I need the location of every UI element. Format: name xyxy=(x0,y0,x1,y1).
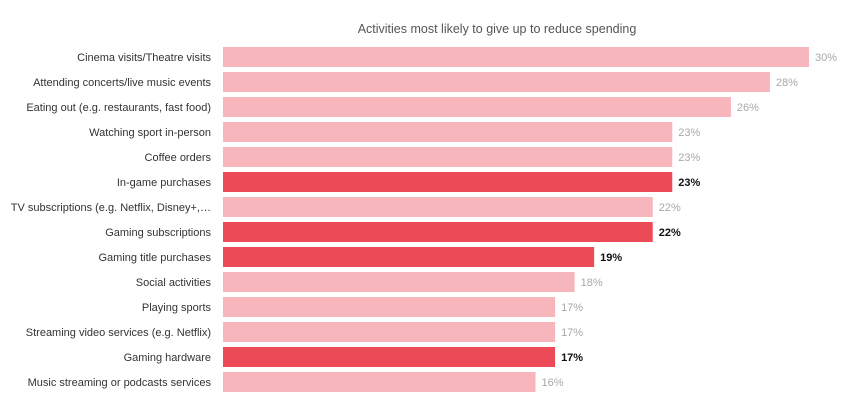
value-label: 16% xyxy=(542,377,564,389)
value-label: 28% xyxy=(776,77,798,89)
value-label: 18% xyxy=(581,277,603,289)
bar-highlighted xyxy=(223,347,556,367)
chart-title: Activities most likely to give up to red… xyxy=(358,22,637,36)
value-label: 22% xyxy=(659,202,681,214)
category-label: Eating out (e.g. restaurants, fast food) xyxy=(26,102,211,114)
value-label: 26% xyxy=(737,102,759,114)
bar-highlighted xyxy=(223,222,653,242)
category-label: Gaming hardware xyxy=(124,352,211,364)
bar xyxy=(223,272,575,292)
value-label: 17% xyxy=(561,302,583,314)
bar xyxy=(223,322,556,342)
value-label: 22% xyxy=(659,227,681,239)
category-label: Streaming video services (e.g. Netflix) xyxy=(26,327,211,339)
category-label: Social activities xyxy=(136,277,212,289)
category-label: Attending concerts/live music events xyxy=(33,77,211,89)
bar xyxy=(223,297,556,317)
bar-highlighted xyxy=(223,172,673,192)
category-label: Music streaming or podcasts services xyxy=(28,377,212,389)
category-label: Coffee orders xyxy=(145,152,212,164)
category-label: Watching sport in-person xyxy=(89,127,211,139)
category-label: Gaming subscriptions xyxy=(105,227,211,239)
value-label: 23% xyxy=(678,152,700,164)
value-label: 19% xyxy=(600,252,622,264)
bar xyxy=(223,122,673,142)
bar-highlighted xyxy=(223,247,595,267)
bar xyxy=(223,47,809,67)
bar xyxy=(223,197,653,217)
value-label: 23% xyxy=(678,127,700,139)
category-label: Gaming title purchases xyxy=(99,252,212,264)
value-label: 17% xyxy=(561,327,583,339)
bar xyxy=(223,97,731,117)
category-label: In-game purchases xyxy=(117,177,212,189)
value-label: 17% xyxy=(561,352,583,364)
bars-layer: Cinema visits/Theatre visits 30% Attending… xyxy=(11,47,837,392)
category-label: Cinema visits/Theatre visits xyxy=(77,52,211,64)
value-label: 23% xyxy=(678,177,700,189)
value-label: 30% xyxy=(815,52,837,64)
category-label: TV subscriptions (e.g. Netflix, Disney+,… xyxy=(11,202,211,214)
bar xyxy=(223,372,536,392)
bar xyxy=(223,147,673,167)
bar xyxy=(223,72,770,92)
category-label: Playing sports xyxy=(142,302,212,314)
